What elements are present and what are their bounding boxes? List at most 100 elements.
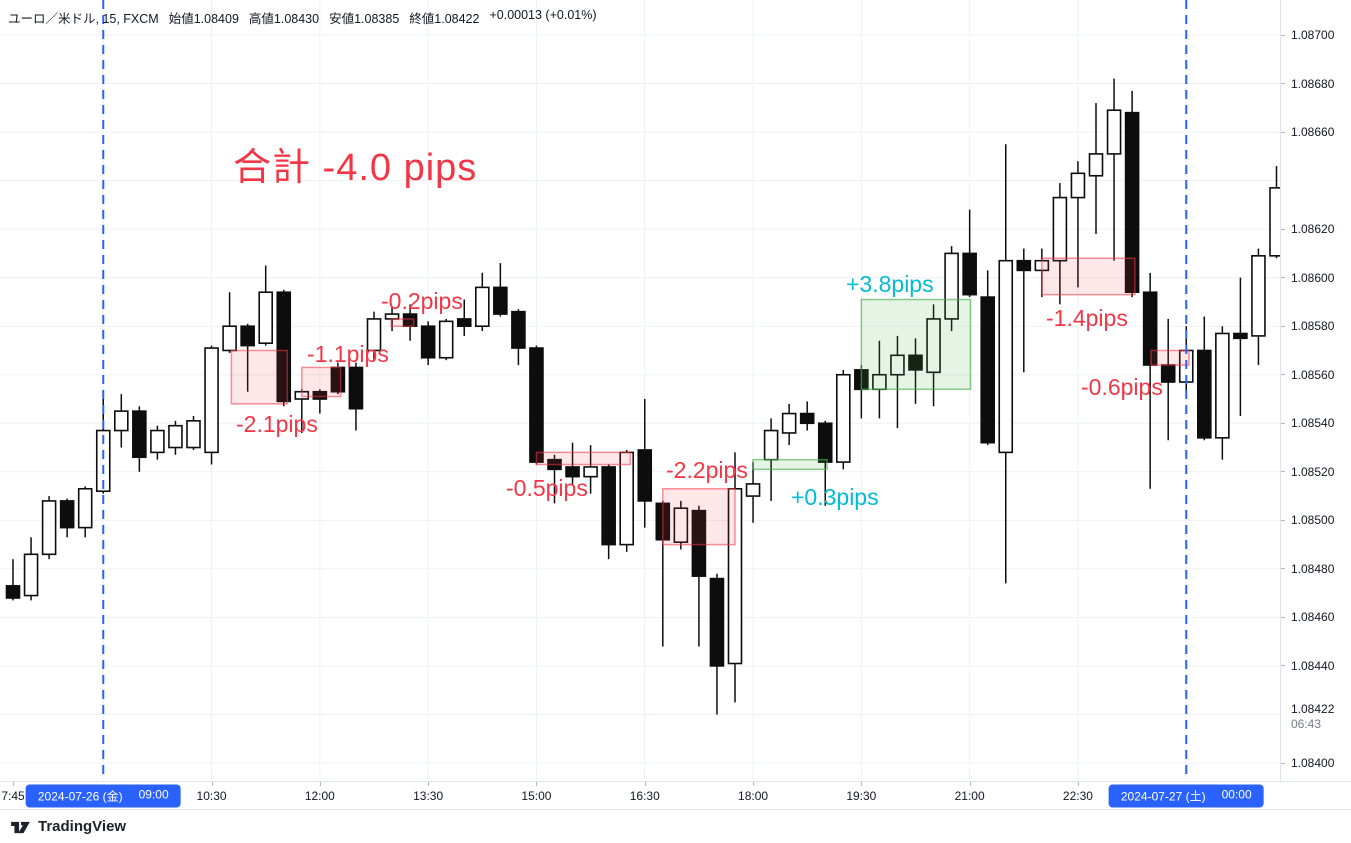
- price-axis-label: 1.08680: [1291, 76, 1335, 91]
- time-axis-label: 12:00: [304, 788, 335, 803]
- candle-body: [312, 390, 328, 400]
- trade-zone[interactable]: +0.3pips: [752, 458, 879, 510]
- trade-zone-rect[interactable]: [1150, 349, 1190, 366]
- close-value: 終値1.08422: [409, 12, 480, 26]
- candle-body: [95, 429, 111, 493]
- trade-zone[interactable]: -2.2pips: [662, 457, 748, 546]
- trade-pips-label[interactable]: -0.6pips: [1081, 374, 1163, 400]
- trade-zone-rect[interactable]: [752, 458, 828, 471]
- candle-body: [366, 318, 382, 352]
- trade-zone[interactable]: -2.1pips: [230, 349, 318, 437]
- candle-body: [691, 509, 707, 577]
- trade-zone[interactable]: -1.4pips: [1041, 257, 1136, 331]
- candle-body: [77, 487, 93, 529]
- candle-body: [529, 347, 544, 463]
- trade-pips-label[interactable]: -1.1pips: [307, 341, 389, 367]
- time-axis-tick: [753, 782, 755, 786]
- trade-pips-label[interactable]: +0.3pips: [791, 484, 879, 510]
- trade-zone[interactable]: -0.5pips: [506, 451, 632, 501]
- session-time: 09:00: [138, 787, 169, 801]
- trade-zone[interactable]: -0.2pips: [381, 288, 463, 327]
- candle-body: [222, 325, 237, 352]
- time-axis[interactable]: 2024-07-26 (金) 09:00 2024-07-27 (土) 00:0…: [0, 781, 1351, 810]
- total-pips-annotation[interactable]: 合計 -4.0 pips: [233, 147, 478, 189]
- price-axis-label: 1.08620: [1291, 222, 1335, 237]
- candle-body: [745, 483, 761, 497]
- trade-pips-label[interactable]: -2.1pips: [236, 411, 318, 437]
- trade-zone-rect[interactable]: [535, 451, 632, 466]
- candle-body: [186, 420, 201, 449]
- time-axis-label: 16:30: [629, 788, 660, 803]
- price-axis-label: 1.08500: [1291, 513, 1335, 528]
- candle-body: [168, 424, 183, 449]
- candle-body: [348, 366, 364, 410]
- candle-body: [1251, 255, 1266, 337]
- price-axis-label: 1.08540: [1291, 416, 1335, 431]
- price-axis-tick: [1281, 374, 1285, 376]
- price-axis-tick: [1281, 228, 1285, 230]
- price-axis[interactable]: 1.08422 06:43 1.08700 1.08680 1.08660 1.086…: [1280, 0, 1351, 808]
- time-axis-label: 7:45: [1, 788, 25, 803]
- brand-name[interactable]: TradingView: [38, 817, 127, 835]
- candle-body: [258, 291, 274, 344]
- trade-zone-rect[interactable]: [662, 488, 736, 546]
- trade-zone-rect[interactable]: [860, 298, 972, 391]
- time-axis-tick: [536, 782, 538, 786]
- time-axis-tick: [1077, 782, 1079, 786]
- candle-body: [1142, 291, 1158, 366]
- time-axis-label: 15:00: [521, 788, 552, 803]
- trade-pips-label[interactable]: -0.5pips: [506, 475, 588, 501]
- candle-body: [998, 259, 1014, 454]
- candle-body: [493, 286, 508, 315]
- trade-zone-rect[interactable]: [1041, 257, 1136, 296]
- candle-body: [1124, 111, 1140, 294]
- candle-body: [637, 449, 653, 502]
- trade-zone[interactable]: +3.8pips: [846, 271, 972, 391]
- time-axis-label: 19:30: [846, 788, 877, 803]
- price-axis-tick: [1281, 422, 1285, 424]
- price-axis-tick: [1281, 616, 1285, 618]
- candle-body: [1269, 187, 1280, 257]
- price-axis-label: 1.08480: [1291, 561, 1335, 576]
- price-axis-tick: [1281, 325, 1285, 327]
- candle-body: [799, 412, 815, 425]
- tradingview-logo-icon[interactable]: [10, 819, 31, 834]
- time-axis-tick: [969, 782, 971, 786]
- trade-zone[interactable]: -0.6pips: [1081, 349, 1190, 400]
- price-axis-tick: [1281, 34, 1285, 36]
- symbol-title[interactable]: ユーロ／米ドル, 15, FXCM: [8, 12, 159, 26]
- trade-zone-rect[interactable]: [390, 318, 415, 327]
- candle-body: [1106, 109, 1122, 155]
- trade-zone-rect[interactable]: [230, 349, 289, 405]
- trade-zone[interactable]: -1.1pips: [301, 341, 389, 398]
- candle-body: [1160, 364, 1176, 383]
- candle-body: [709, 577, 725, 667]
- candle-body: [240, 325, 255, 347]
- trade-pips-label[interactable]: -2.2pips: [666, 457, 748, 483]
- price-axis-tick: [1281, 131, 1285, 133]
- trade-zones: -2.1pips -1.1pips -0.2pips -0.5pips -2.2pips…: [230, 257, 1190, 546]
- price-axis-label: 1.08560: [1291, 367, 1335, 382]
- trade-zone-rect[interactable]: [301, 366, 342, 398]
- trade-pips-label[interactable]: -1.4pips: [1046, 305, 1128, 331]
- time-axis-label: 10:30: [196, 788, 227, 803]
- session-date-pill: 2024-07-27 (土) 00:00: [1108, 784, 1264, 807]
- price-axis-label: 1.08580: [1291, 319, 1335, 334]
- trade-pips-label[interactable]: -0.2pips: [381, 288, 463, 314]
- price-axis-label: 1.08660: [1291, 125, 1335, 140]
- price-axis-label: 1.08520: [1291, 464, 1335, 479]
- time-axis-tick: [428, 782, 430, 786]
- candle-body: [5, 585, 21, 599]
- candle-body: [944, 252, 959, 320]
- session-date: 2024-07-26 (金): [37, 789, 123, 803]
- price-axis-tick: [1281, 665, 1285, 667]
- price-axis-tick: [1281, 471, 1285, 473]
- trade-pips-label[interactable]: +3.8pips: [846, 271, 934, 297]
- candlestick-chart-canvas[interactable]: -2.1pips -1.1pips -0.2pips -0.5pips -2.2pips…: [0, 0, 1280, 780]
- candle-body: [565, 466, 580, 478]
- candle-body: [980, 296, 996, 444]
- candle-body: [204, 347, 219, 454]
- candle-body: [781, 412, 797, 434]
- footer-bar: TradingView: [0, 809, 1351, 843]
